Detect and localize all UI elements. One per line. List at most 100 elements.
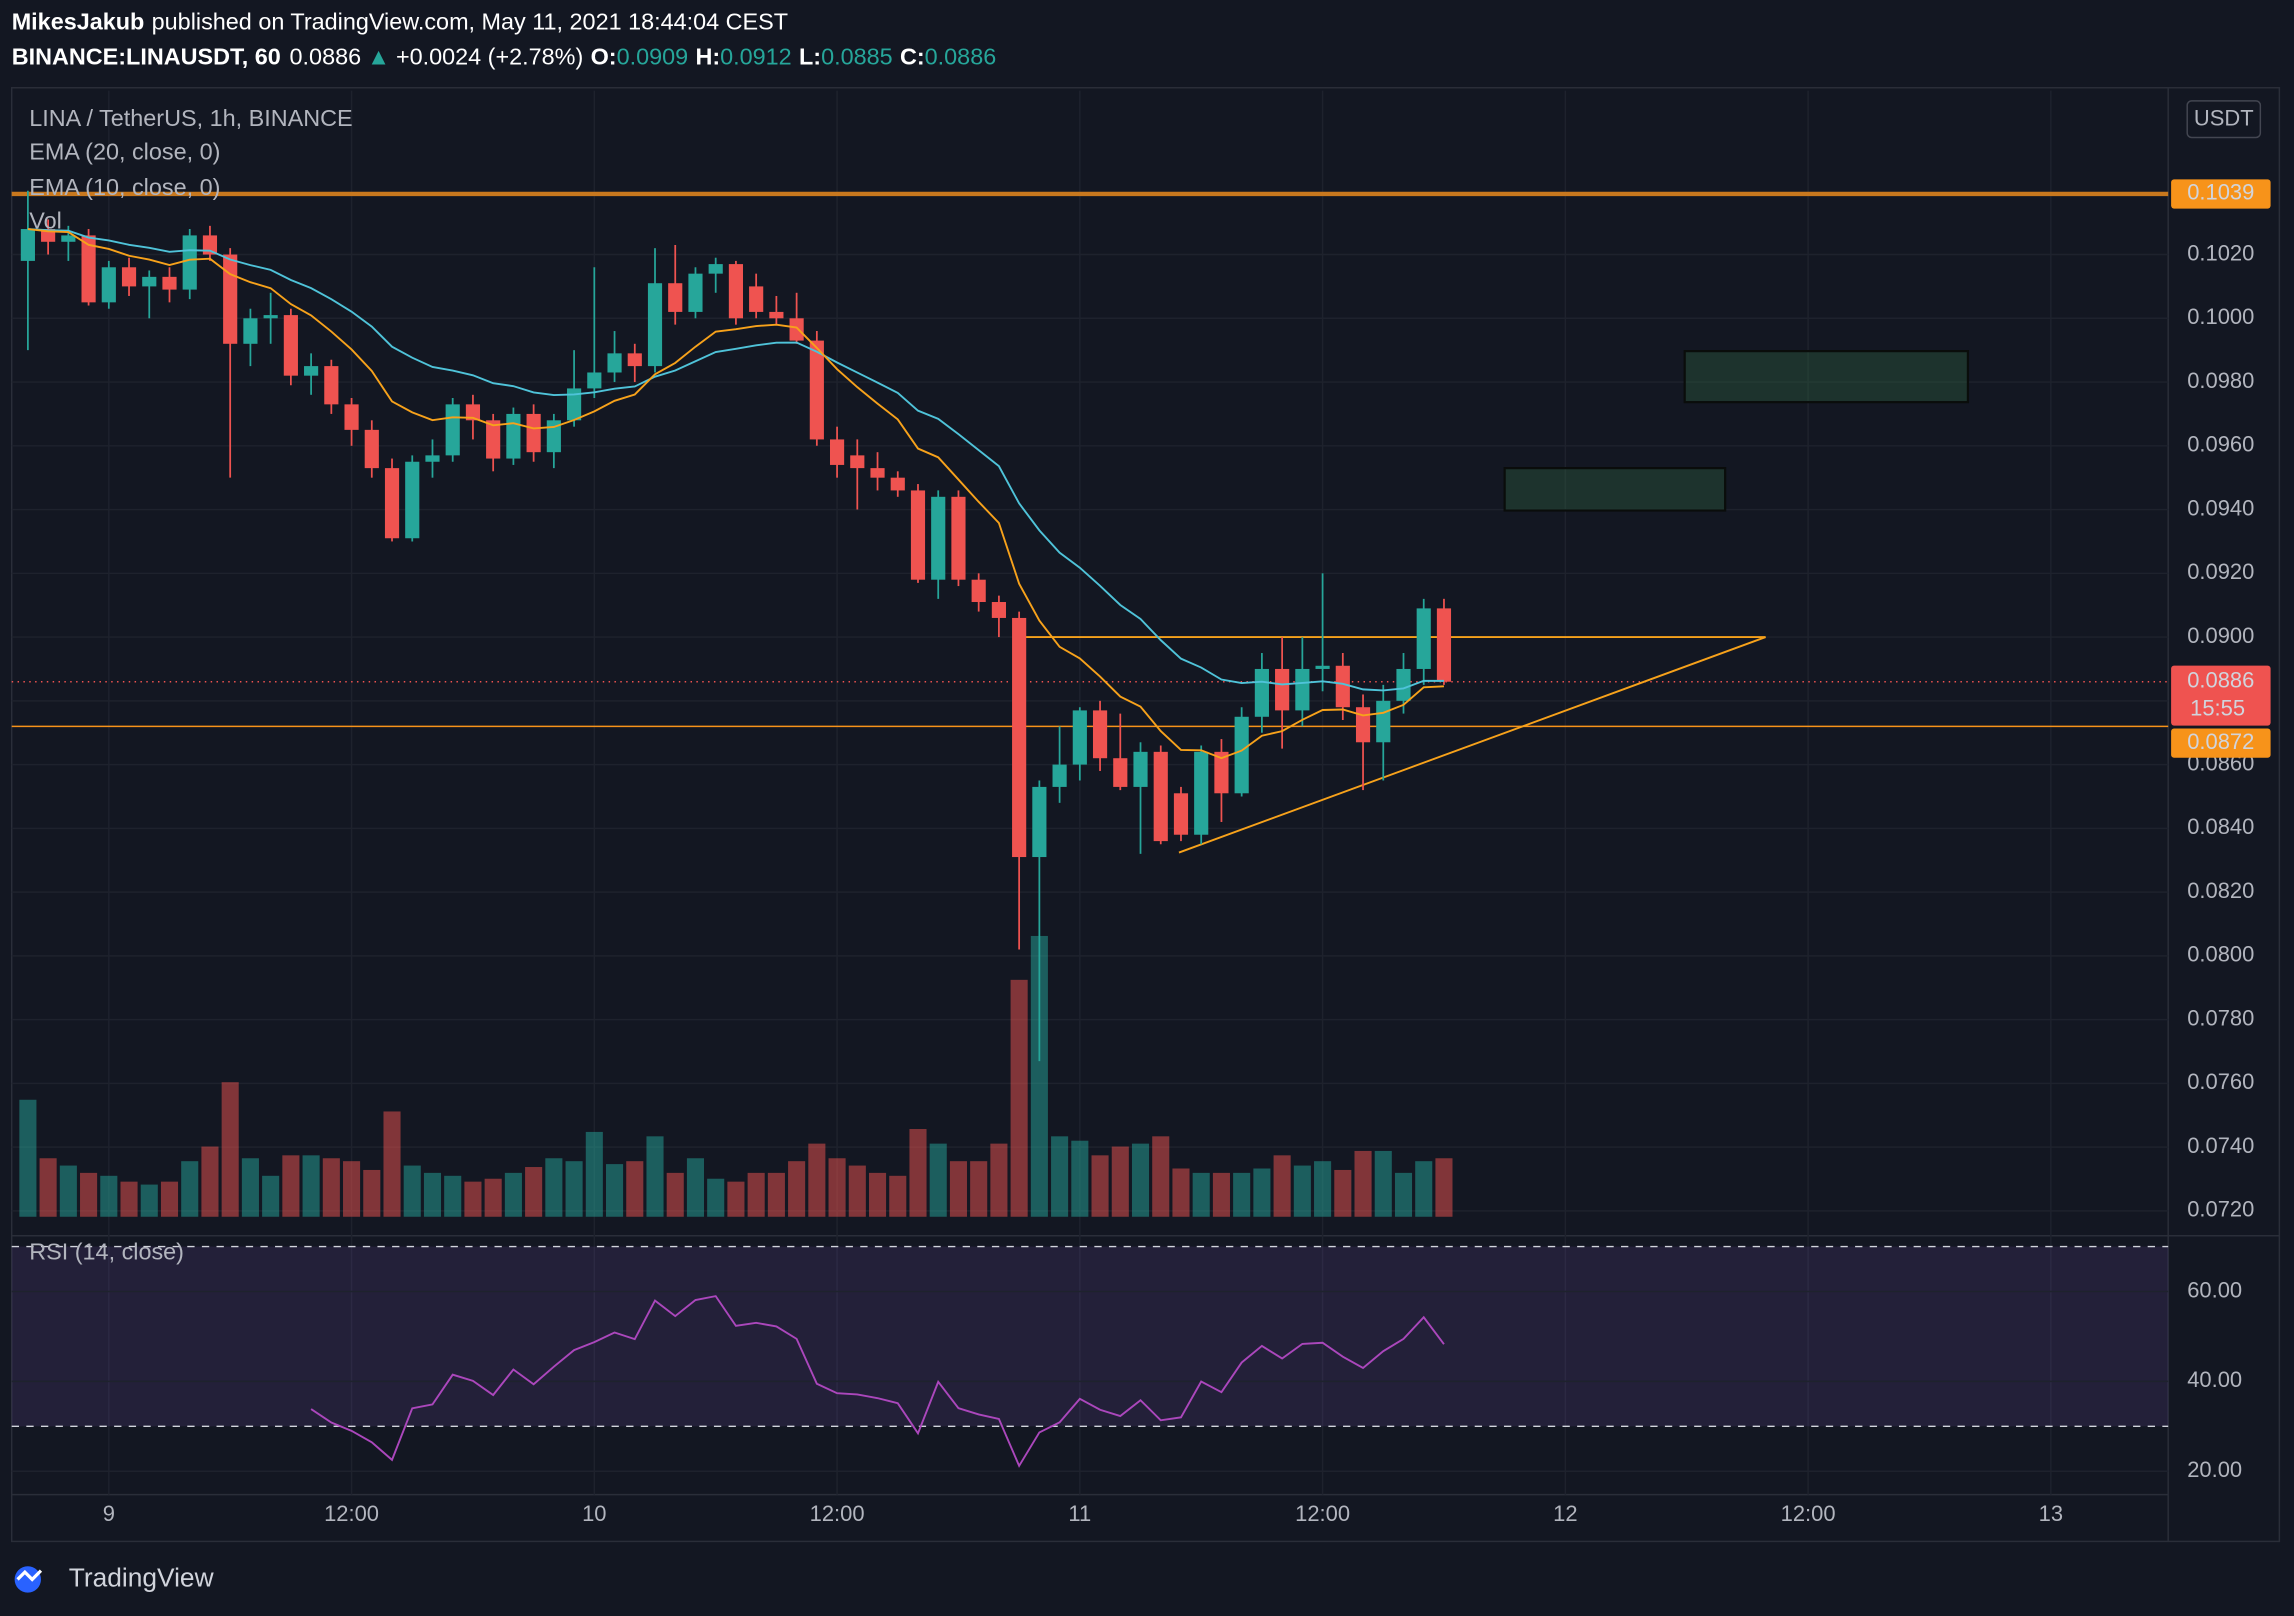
volume-bar	[1131, 1143, 1150, 1217]
candle-body	[142, 276, 157, 287]
volume-bar	[322, 1158, 340, 1217]
x-tick-label: 9	[103, 1501, 115, 1526]
volume-bar	[1354, 1150, 1372, 1217]
volume-bar	[1314, 1161, 1332, 1217]
candle-body	[1032, 786, 1047, 858]
volume-bar	[686, 1158, 705, 1217]
y-tick-label: 0.0720	[2187, 1197, 2254, 1222]
candle-body	[971, 579, 986, 603]
candle-body	[1335, 665, 1350, 708]
volume-bar	[525, 1167, 543, 1217]
x-tick-label: 12:00	[1781, 1501, 1836, 1526]
candle-body	[1012, 617, 1027, 858]
logo-mark	[16, 1569, 43, 1582]
price-label-box	[2171, 728, 2271, 758]
trend-line	[1178, 636, 1766, 854]
candle-body	[749, 286, 764, 312]
candle-body	[668, 283, 683, 312]
ohlc-label: C:	[900, 44, 925, 70]
candle-body	[263, 315, 278, 319]
volume-bar	[1071, 1140, 1089, 1217]
candle-body	[1234, 716, 1249, 794]
candle-body	[182, 235, 197, 290]
candle-body	[1153, 751, 1168, 842]
volume-bar	[484, 1178, 502, 1217]
volume-bar	[788, 1161, 806, 1217]
candle-body	[546, 420, 561, 453]
candle-body	[324, 366, 339, 405]
grid	[11, 90, 2169, 1495]
volume-bar	[444, 1175, 462, 1217]
candle-body	[1355, 707, 1371, 743]
candle-body	[20, 229, 35, 261]
volume-bar	[241, 1158, 259, 1217]
candle-body	[931, 496, 946, 580]
volume-bar	[100, 1175, 118, 1217]
candle-body	[405, 461, 420, 539]
volume-bar	[80, 1172, 98, 1217]
candle-body	[1254, 668, 1269, 717]
volume-bar	[848, 1165, 866, 1217]
y-tick-label: 0.1000	[2187, 304, 2254, 329]
currency: USDT	[2194, 106, 2254, 131]
volume-bar	[1172, 1168, 1190, 1217]
volume-bar	[181, 1161, 199, 1217]
box	[1683, 350, 1970, 404]
volume-bar	[929, 1143, 947, 1217]
price-label-box	[2171, 179, 2271, 209]
volume-bar	[343, 1161, 361, 1217]
volume-bar	[808, 1143, 826, 1217]
volume-bar	[1273, 1155, 1291, 1217]
legend-entry: EMA (20, close, 0)	[29, 139, 220, 165]
candle-body	[506, 413, 521, 459]
symbol: BINANCE:LINAUSDT, 60	[12, 44, 281, 70]
candle-body	[910, 490, 926, 580]
rsi-band	[11, 1246, 2169, 1427]
candle-body	[951, 496, 966, 580]
candle-body	[1052, 764, 1067, 787]
ohlc-value: 0.0912	[720, 44, 792, 70]
ohlc-label: H:	[695, 44, 720, 70]
candle-body	[384, 468, 400, 539]
marks	[19, 190, 1453, 1468]
volume-bar	[1192, 1172, 1210, 1217]
volume-bar	[727, 1181, 745, 1217]
candle-body	[627, 353, 642, 367]
volume-bar	[747, 1172, 765, 1217]
author: MikesJakub	[12, 9, 145, 35]
volume-bar	[383, 1111, 401, 1217]
y-tick-label: 0.0980	[2187, 368, 2254, 393]
y-tick-label: 0.0920	[2187, 559, 2254, 584]
volume-bar	[221, 1082, 239, 1217]
candle-body	[991, 602, 1006, 618]
logo	[14, 1566, 43, 1593]
volume-bar	[646, 1136, 664, 1217]
volume-bar	[403, 1165, 421, 1217]
ohlc-label: O:	[591, 44, 617, 70]
volume-bar	[160, 1181, 179, 1217]
currency-box	[2186, 100, 2262, 139]
candle-body	[1275, 668, 1290, 711]
candle-body	[567, 388, 582, 421]
candle-body	[1072, 710, 1087, 765]
candle-body	[526, 413, 541, 453]
volume-bar	[767, 1172, 785, 1217]
candle-body	[587, 372, 602, 389]
price-label: 0.0872	[2187, 729, 2254, 754]
rsi-title: RSI (14, close)	[29, 1239, 184, 1265]
candle-body	[283, 315, 298, 376]
x-tick-label: 12:00	[1295, 1501, 1350, 1526]
header-line-2: BINANCE:LINAUSDT, 60 0.0886 ▲ +0.0024 (+2.7…	[12, 44, 997, 70]
y-tick-label: 0.0820	[2187, 878, 2254, 903]
y-tick-label: 0.1020	[2187, 240, 2254, 265]
y-tick-label: 0.0900	[2187, 623, 2254, 648]
candle-body	[728, 264, 744, 319]
ohlc-value: 0.0909	[617, 44, 689, 70]
rsi-tick-label: 60.00	[2187, 1277, 2242, 1302]
candle-body	[425, 455, 440, 462]
arrow: ▲	[367, 44, 390, 70]
volume-bar	[363, 1169, 381, 1217]
volume-bar	[1051, 1136, 1069, 1217]
